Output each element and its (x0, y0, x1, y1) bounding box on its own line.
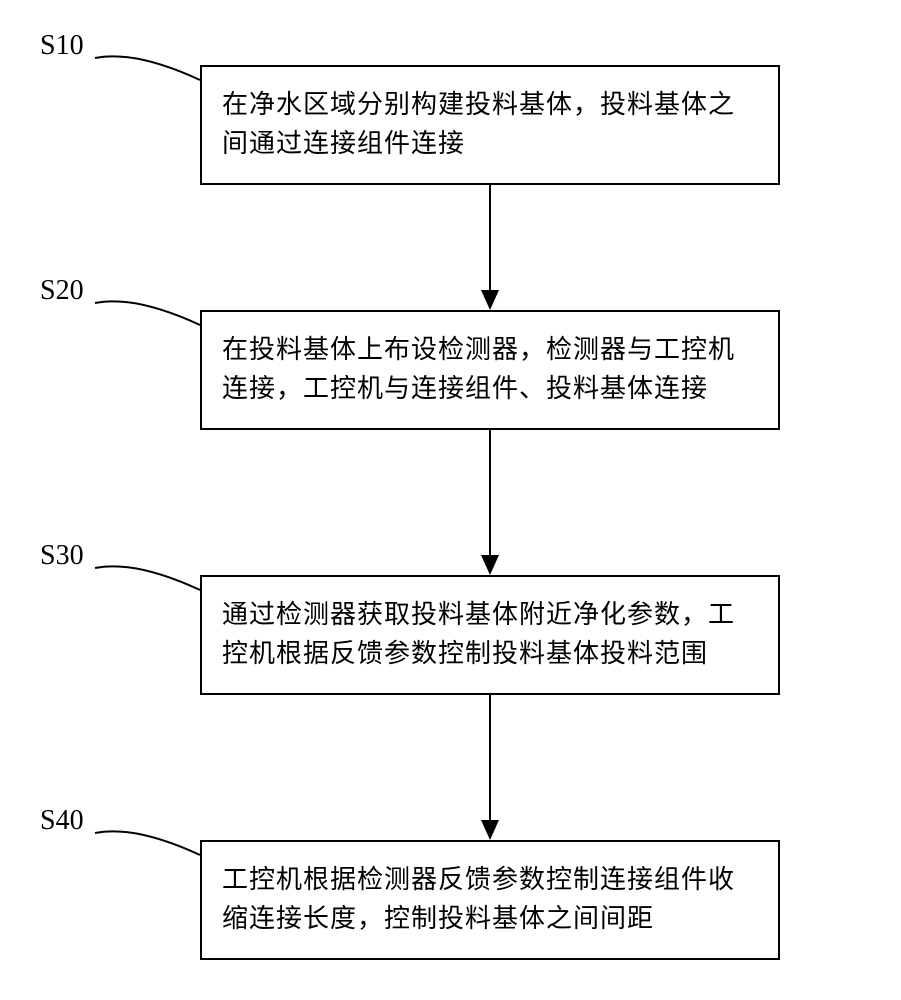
step-label-s20: S20 (40, 275, 84, 307)
flow-arrow (472, 430, 508, 575)
step-box-s40: 工控机根据检测器反馈参数控制连接组件收缩连接长度，控制投料基体之间间距 (200, 840, 780, 960)
flow-arrow (472, 185, 508, 310)
flow-arrow (472, 695, 508, 840)
leader-curve (91, 46, 204, 84)
step-box-s10: 在净水区域分别构建投料基体，投料基体之间通过连接组件连接 (200, 65, 780, 185)
leader-curve (91, 291, 204, 329)
step-label-s40: S40 (40, 805, 84, 837)
step-text: 通过检测器获取投料基体附近净化参数，工控机根据反馈参数控制投料基体投料范围 (222, 600, 735, 668)
leader-curve (91, 821, 204, 859)
step-text: 工控机根据检测器反馈参数控制连接组件收缩连接长度，控制投料基体之间间距 (222, 865, 735, 933)
step-box-s20: 在投料基体上布设检测器，检测器与工控机连接，工控机与连接组件、投料基体连接 (200, 310, 780, 430)
step-text: 在投料基体上布设检测器，检测器与工控机连接，工控机与连接组件、投料基体连接 (222, 335, 735, 403)
leader-curve (91, 556, 204, 594)
step-text: 在净水区域分别构建投料基体，投料基体之间通过连接组件连接 (222, 90, 735, 158)
step-label-s30: S30 (40, 540, 84, 572)
step-box-s30: 通过检测器获取投料基体附近净化参数，工控机根据反馈参数控制投料基体投料范围 (200, 575, 780, 695)
step-label-s10: S10 (40, 30, 84, 62)
flowchart-container: S10 在净水区域分别构建投料基体，投料基体之间通过连接组件连接 S20 在投料基体上… (0, 0, 901, 1000)
